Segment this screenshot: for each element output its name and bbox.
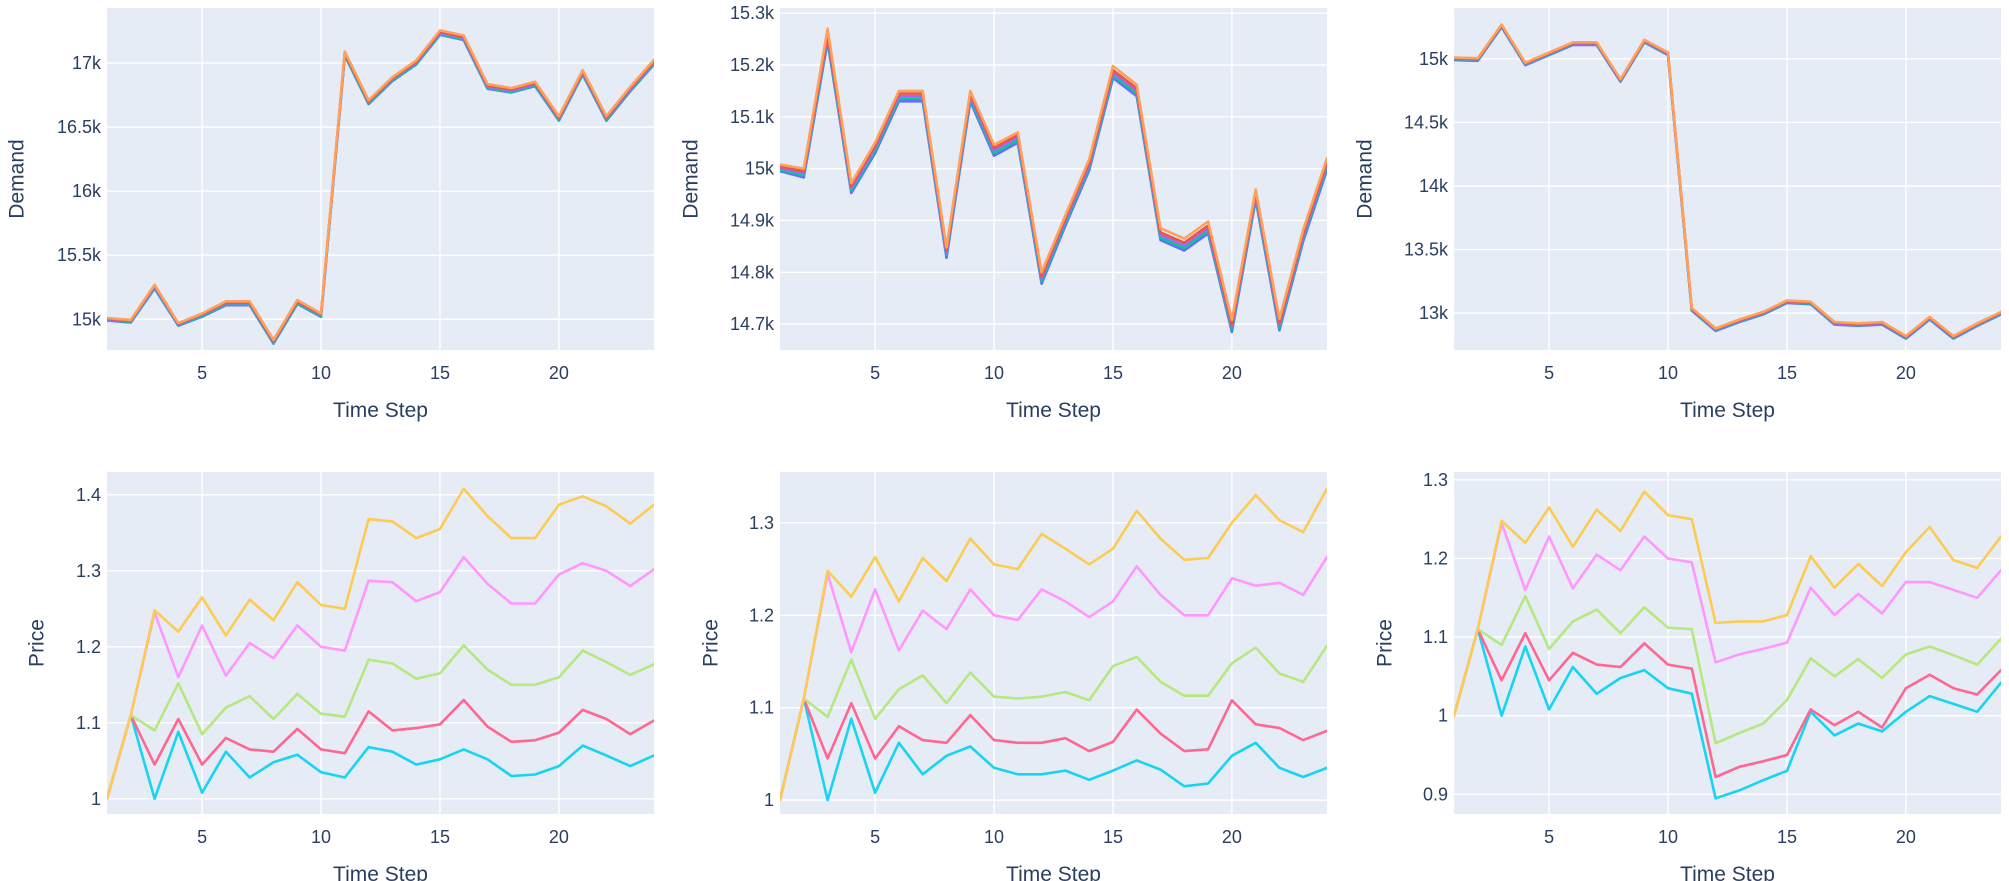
series-line-3: [1454, 594, 2001, 745]
y-tick-label: 15.1k: [730, 107, 775, 127]
subplot-2: 5 10 15 20 14.7k 14.8k 14.9k 15k 15.1k 15.2k 15.3k…: [680, 3, 1327, 422]
x-tick-label: 20: [1896, 363, 1916, 383]
x-tick-label: 5: [870, 827, 880, 847]
y-tick-label: 1.2: [1423, 548, 1448, 568]
series-line-4: [107, 555, 654, 801]
subplot-3: 5 10 15 20 13k 13.5k 14k 14.5k 15k Time Step Deman…: [1354, 8, 2001, 422]
y-tick-label: 1.3: [749, 513, 774, 533]
y-tick-label: 1.2: [749, 605, 774, 625]
y-tick-label: 15k: [745, 159, 775, 179]
x-tick-label: 5: [197, 827, 207, 847]
y-axis-title: Price: [700, 619, 723, 667]
y-tick-label: 0.9: [1423, 784, 1448, 804]
x-tick-label: 10: [311, 363, 331, 383]
y-tick-label: 17k: [72, 53, 102, 73]
y-tick-label: 1.2: [76, 637, 101, 657]
y-tick-label: 1.1: [76, 713, 101, 733]
series-line-4: [1454, 521, 2001, 718]
x-tick-label: 5: [870, 363, 880, 383]
x-tick-label: 10: [1658, 827, 1678, 847]
y-tick-label: 14.5k: [1404, 112, 1449, 132]
y-tick-label: 1.3: [76, 561, 101, 581]
y-tick-label: 14k: [1419, 176, 1449, 196]
y-axis-title: Price: [1374, 619, 1397, 667]
x-axis-title: Time Step: [333, 399, 428, 422]
y-tick-label: 16k: [72, 181, 102, 201]
x-tick-label: 15: [430, 827, 450, 847]
series-line-1: [1454, 627, 2001, 800]
y-axis-title: Demand: [680, 139, 703, 218]
series-line-5: [107, 29, 654, 342]
y-tick-label: 1: [1438, 706, 1448, 726]
subplot-6: 5 10 15 20 0.9 1 1.1 1.2 1.3 Time Step Price: [1374, 470, 2001, 881]
subplot-5: 5 10 15 20 1 1.1 1.2 1.3 Time Step Price: [700, 472, 1327, 881]
series-line-5: [107, 487, 654, 801]
series-line-2: [780, 697, 1327, 802]
plot-area: [1454, 472, 2001, 814]
series-line-4: [780, 555, 1327, 802]
y-tick-label: 16.5k: [57, 117, 102, 137]
plot-area: [107, 8, 654, 350]
x-tick-label: 15: [1103, 827, 1123, 847]
x-tick-label: 5: [1544, 363, 1554, 383]
plot-area: [1454, 8, 2001, 350]
y-axis-title: Demand: [6, 139, 29, 218]
y-tick-label: 15.3k: [730, 3, 775, 23]
y-tick-label: 14.8k: [730, 262, 775, 282]
x-tick-label: 15: [1777, 827, 1797, 847]
series-line-5: [1454, 23, 2001, 338]
y-tick-label: 15k: [72, 309, 102, 329]
y-tick-label: 13.5k: [1404, 240, 1449, 260]
x-tick-label: 10: [984, 363, 1004, 383]
series-line-5: [780, 487, 1327, 802]
x-tick-label: 5: [1544, 827, 1554, 847]
x-axis-title: Time Step: [1006, 399, 1101, 422]
x-tick-label: 10: [1658, 363, 1678, 383]
x-tick-label: 20: [1222, 827, 1242, 847]
series-line-2: [107, 698, 654, 801]
y-tick-label: 1.1: [749, 698, 774, 718]
y-axis-title: Demand: [1354, 139, 1377, 218]
y-tick-label: 1.4: [76, 485, 101, 505]
series-line-1: [107, 713, 654, 801]
y-tick-label: 1.3: [1423, 470, 1448, 490]
series-line-3: [107, 643, 654, 801]
x-tick-label: 20: [1896, 827, 1916, 847]
y-tick-label: 15.2k: [730, 55, 775, 75]
subplot-1: 5 10 15 20 15k 15.5k 16k 16.5k 17k Time Step Deman…: [6, 8, 654, 422]
x-tick-label: 15: [1777, 363, 1797, 383]
y-tick-label: 1.1: [1423, 627, 1448, 647]
y-tick-label: 13k: [1419, 303, 1449, 323]
y-tick-label: 15k: [1419, 49, 1449, 69]
x-tick-label: 10: [984, 827, 1004, 847]
series-line-5: [1454, 490, 2001, 718]
x-axis-title: Time Step: [333, 863, 428, 881]
x-axis-title: Time Step: [1680, 863, 1775, 881]
y-tick-label: 1: [91, 789, 101, 809]
y-tick-label: 14.9k: [730, 210, 775, 230]
y-tick-label: 15.5k: [57, 245, 102, 265]
x-tick-label: 20: [549, 827, 569, 847]
series-line-5: [780, 27, 1327, 322]
subplot-4: 5 10 15 20 1 1.1 1.2 1.3 1.4 Time Step Price: [26, 472, 654, 881]
series-line-3: [780, 644, 1327, 802]
x-axis-title: Time Step: [1680, 399, 1775, 422]
series-line-1: [780, 697, 1327, 802]
x-tick-label: 5: [197, 363, 207, 383]
y-tick-label: 1: [764, 790, 774, 810]
y-axis-title: Price: [26, 619, 49, 667]
x-tick-label: 20: [1222, 363, 1242, 383]
x-tick-label: 20: [549, 363, 569, 383]
x-tick-label: 10: [311, 827, 331, 847]
plot-area: [780, 8, 1327, 350]
x-tick-label: 15: [1103, 363, 1123, 383]
y-tick-label: 14.7k: [730, 314, 775, 334]
x-axis-title: Time Step: [1006, 863, 1101, 881]
plot-area: [780, 472, 1327, 814]
x-tick-label: 15: [430, 363, 450, 383]
series-line-2: [1454, 627, 2001, 779]
